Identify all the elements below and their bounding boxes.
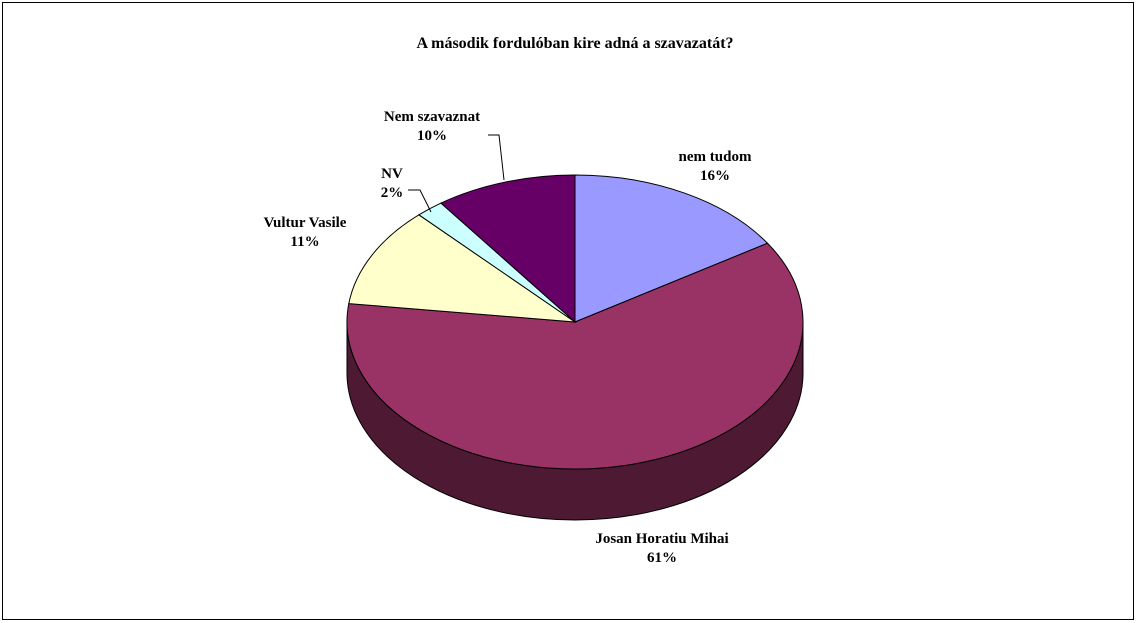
pie-label-name-josan-horatiu-mihai: Josan Horatiu Mihai (595, 531, 728, 547)
pie-label-name-vultur-vasile: Vultur Vasile (264, 215, 347, 231)
pie-top (346, 174, 804, 470)
pie-label-name-nem-tudom: nem tudom (679, 149, 752, 165)
pie-leaders (408, 134, 505, 213)
pie-label-value-josan-horatiu-mihai: 61% (647, 550, 677, 566)
pie-leader-nv (408, 189, 432, 213)
pie-slice-josan-horatiu-mihai (346, 242, 804, 470)
pie-chart: A második fordulóban kire adná a szavaza… (264, 35, 804, 566)
pie-label-value-nem-szavaznat: 10% (417, 128, 447, 144)
chart-title: A második fordulóban kire adná a szavaza… (416, 35, 733, 52)
pie-label-name-nem-szavaznat: Nem szavaznat (384, 109, 480, 125)
pie-labels: nem tudom 16% Josan Horatiu Mihai 61% Vultur… (264, 109, 752, 566)
pie-slice-nem-szavaznat (440, 174, 576, 324)
pie-label-value-vultur-vasile: 11% (290, 234, 319, 250)
pie-label-value-nem-tudom: 16% (700, 168, 730, 184)
pie-slice-vultur-vasile (348, 214, 577, 323)
pie-slice-nem-tudom (574, 174, 769, 323)
pie-label-name-nv: NV (381, 166, 403, 182)
pie-leader-nem-szavaznat (488, 134, 505, 181)
pie-label-value-nv: 2% (381, 185, 404, 201)
